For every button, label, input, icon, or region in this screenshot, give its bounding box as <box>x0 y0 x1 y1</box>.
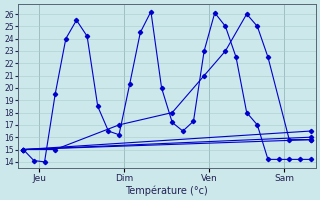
X-axis label: Température (°c): Température (°c) <box>125 185 208 196</box>
